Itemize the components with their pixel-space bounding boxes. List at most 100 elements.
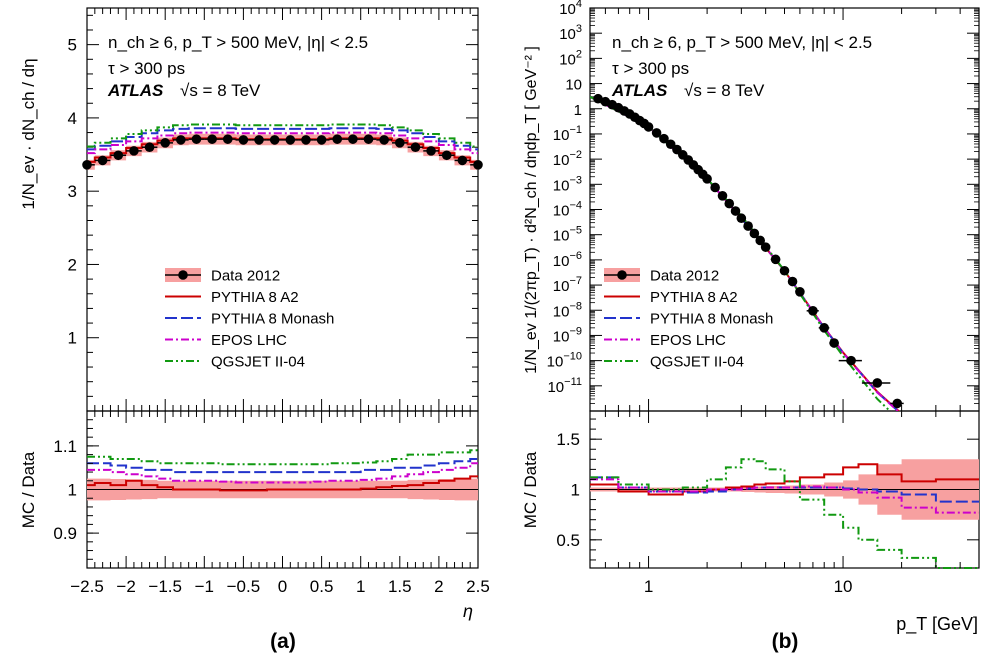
b-main-ytick-label: 10 [565, 77, 582, 94]
a-data-point [82, 160, 92, 170]
b-data-point [710, 182, 720, 193]
legend-entry-label: PYTHIA 8 A2 [211, 289, 299, 306]
a-data-point [176, 135, 186, 145]
legend-entry-label: EPOS LHC [211, 332, 287, 349]
b-main-ylabel: 1/N_ev 1/(2πp_T) · d²N_ch / dηdp_T [ GeV… [523, 46, 540, 374]
a-main-data-band [87, 133, 478, 170]
a-legend: Data 2012 PYTHIA 8 A2 PYTHIA 8 Monash EPOS … [165, 268, 334, 371]
panel-b: 10410310210110−110−210−310−410−510−610−7… [521, 0, 980, 653]
a-data-point [457, 155, 468, 166]
a-main-ytick-label: 2 [68, 255, 77, 274]
a-main-ytick-label: 4 [68, 109, 77, 128]
a-main-series-epos-lhc [87, 131, 478, 155]
b-data-point [770, 254, 781, 265]
b-main-ytick-label: 10−4 [553, 200, 582, 220]
a-ratio-ytick-label: 0.9 [53, 524, 77, 543]
b-main-ytick-label: 10−1 [553, 124, 582, 144]
legend-entry-label: EPOS LHC [650, 332, 726, 349]
b-data-point [872, 378, 883, 388]
a-data-point [191, 134, 202, 144]
a-data-point [207, 134, 217, 144]
b-selection-text: n_ch ≥ 6, p_T > 500 MeV, |η| < 2.5 [612, 33, 872, 52]
b-data-point [749, 228, 760, 239]
a-main-series-pythia-8-monash [87, 127, 478, 151]
a-ratio-series-epos-lhc [87, 462, 478, 484]
a-ratio-xtick-label: 1 [356, 577, 365, 596]
b-data-point [846, 355, 856, 366]
a-data-point [363, 134, 374, 144]
a-data-point [441, 150, 452, 161]
a-data-point [379, 135, 389, 145]
a-ratio-xtick-label: 2 [434, 577, 443, 596]
b-main-ytick-label: 10−7 [553, 275, 582, 295]
b-ratio-xtick-label: 1 [644, 577, 653, 596]
b-annotations: n_ch ≥ 6, p_T > 500 MeV, |η| < 2.5 τ > 3… [611, 33, 872, 100]
a-ratio-ytick-label: 1 [68, 481, 77, 500]
a-data-point [254, 135, 264, 145]
b-ratio-ytick-label: 0.5 [556, 531, 580, 550]
b-data-point [702, 174, 712, 184]
a-data-point [316, 135, 327, 145]
b-data-point [651, 128, 662, 138]
a-main-ytick-label: 1 [68, 329, 77, 348]
legend-swatch-marker [617, 270, 627, 280]
b-lifetime-text: τ > 300 ps [612, 59, 689, 78]
b-main-inner [590, 93, 904, 411]
b-main-ytick-label: 10−8 [553, 300, 582, 320]
b-main-ytick-label: 10−9 [553, 325, 582, 345]
b-main-plot: 10410310210110−110−210−310−410−510−610−7… [547, 0, 980, 412]
b-experiment-text: ATLAS [611, 81, 668, 100]
a-ratio-xtick-label: −1.5 [148, 577, 182, 596]
b-main-ytick-label: 10−2 [553, 149, 582, 169]
a-data-point [113, 150, 124, 161]
a-energy-text: √s = 8 TeV [180, 81, 261, 100]
b-main-ytick-label: 10−10 [547, 351, 582, 371]
b-main-ytick-label: 103 [559, 23, 582, 43]
a-ratio-xtick-label: −0.5 [227, 577, 261, 596]
a-ratio-series-qgsjet-ii-04 [87, 449, 478, 466]
b-data-point [730, 206, 741, 216]
b-data-point [643, 122, 654, 132]
legend-entry-label: QGSJET II-04 [211, 354, 305, 371]
legend-entry-label: Data 2012 [650, 268, 719, 285]
a-ratio-xtick-label: −2.5 [70, 577, 104, 596]
b-data-point [808, 306, 818, 316]
b-main-series-epos-lhc [590, 95, 900, 411]
b-data-point [760, 242, 771, 252]
b-data-point [829, 338, 839, 348]
a-experiment-text: ATLAS [107, 81, 164, 100]
a-data-point [348, 134, 358, 144]
a-data-point [473, 160, 483, 170]
a-ratio-xtick-label: 0.5 [310, 577, 334, 596]
b-data-point [755, 235, 765, 246]
a-data-point [395, 138, 405, 148]
a-ratio-series-pythia-8-monash [87, 458, 478, 474]
a-ratio-xtick-label: 1.5 [388, 577, 412, 596]
b-data-point [717, 190, 728, 201]
b-main-series-pythia-8-a2 [590, 95, 901, 411]
a-annotations: n_ch ≥ 6, p_T > 500 MeV, |η| < 2.5 τ > 3… [107, 33, 368, 100]
b-main-ytick-label: 104 [559, 0, 582, 18]
a-data-point [97, 155, 108, 166]
a-data-point [332, 134, 343, 144]
b-ratio-xtick-label: 10 [834, 577, 853, 596]
b-data-point [665, 139, 676, 150]
b-ratio-series-qgsjet-ii-04 [590, 458, 979, 569]
b-main-ytick-label: 10−5 [553, 225, 582, 245]
a-main-ytick-label: 5 [68, 36, 77, 55]
b-data-point [787, 276, 798, 287]
legend-entry-label: PYTHIA 8 Monash [211, 311, 334, 328]
a-data-point [410, 142, 421, 153]
b-xlabel: p_T [GeV] [896, 614, 978, 635]
a-ratio-ytick-label: 1.1 [53, 437, 77, 456]
b-data-point [736, 213, 747, 224]
a-data-point [144, 142, 155, 153]
panel-a-label: (a) [270, 630, 296, 653]
b-data-point [795, 287, 805, 297]
a-ratio-series-pythia-8-a2 [87, 475, 478, 492]
a-main-ytick-label: 3 [68, 182, 77, 201]
a-ratio-xtick-label: −2 [116, 577, 135, 596]
a-ratio-ylabel: MC / Data [19, 451, 38, 528]
b-data-point [892, 398, 903, 409]
